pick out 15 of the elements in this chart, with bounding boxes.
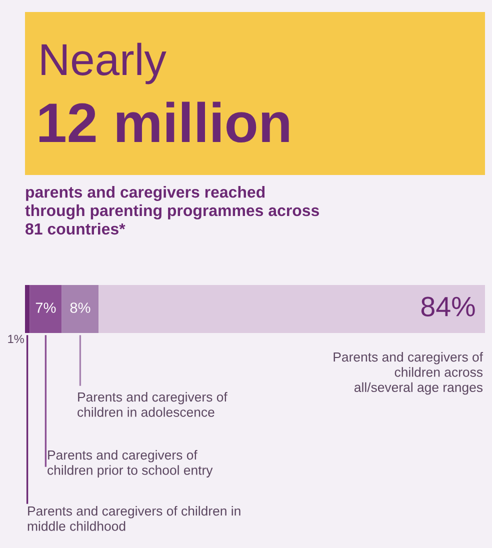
text: Parents and caregivers of children prior to school entry [48,450,213,478]
chart-subtitle: 12 million [40,102,289,143]
bar [62,285,99,333]
series-label: Parents and caregivers of children across all/several age ranges [334,352,484,395]
data-label: 7% [36,302,56,313]
text: parents and caregivers reached through parenting programmes across 81 countries* [25,186,319,235]
data-label: 1% [8,334,24,344]
bar [30,285,62,333]
bar [98,285,485,333]
chart-title: Nearly [42,42,166,84]
text: Parents and caregivers of children in adolescence [78,392,228,417]
data-label: 8% [70,302,90,313]
data-label: 84% [421,296,475,316]
text: Parents and caregivers of children in middle childhood [28,506,240,531]
bar [25,285,30,333]
